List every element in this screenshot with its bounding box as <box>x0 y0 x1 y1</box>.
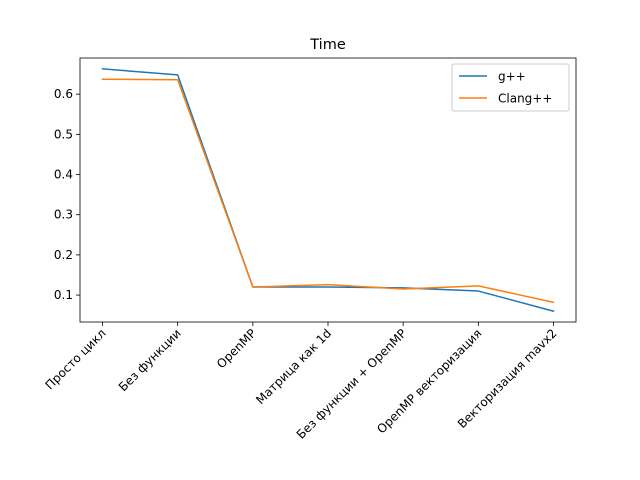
y-tick-label: 0.4 <box>54 168 73 182</box>
y-axis: 0.1 0.2 0.3 0.4 0.5 0.6 <box>54 87 80 302</box>
y-tick-label: 0.2 <box>54 248 73 262</box>
series-lines <box>101 68 555 313</box>
legend-label: g++ <box>498 70 526 84</box>
x-tick-label: Без функции <box>116 326 184 394</box>
x-tick-label: OpenMP <box>214 326 259 371</box>
series-line-clangpp <box>101 78 555 304</box>
x-tick-label: Матрица как 1d <box>253 326 334 407</box>
legend: g++ Clang++ <box>451 63 570 112</box>
y-tick-label: 0.1 <box>54 288 73 302</box>
y-tick-label: 0.3 <box>54 208 73 222</box>
series-line-gpp <box>101 68 555 313</box>
y-tick-label: 0.5 <box>54 127 73 141</box>
x-tick-label: Просто цикл <box>42 326 108 392</box>
y-tick-label: 0.6 <box>54 87 73 101</box>
chart-title: Time <box>309 37 346 53</box>
legend-label: Clang++ <box>498 92 552 106</box>
